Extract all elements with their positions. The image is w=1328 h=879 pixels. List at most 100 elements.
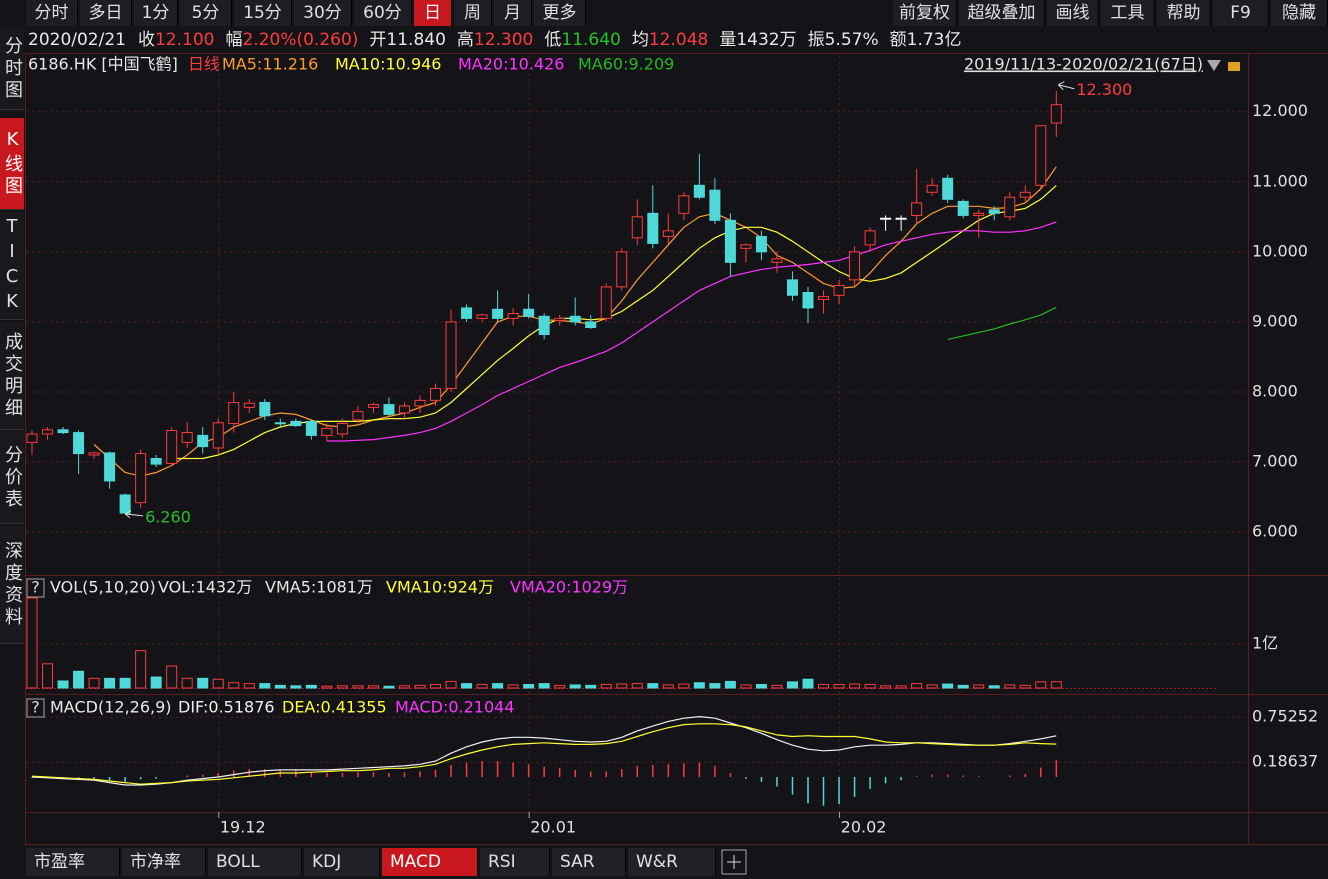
volume-bar xyxy=(1050,681,1062,689)
y-tick-label: 8.000 xyxy=(1252,381,1298,400)
side-tab[interactable]: 分时图 xyxy=(0,28,24,110)
candle-body xyxy=(321,427,333,436)
period-tab[interactable]: 15分 xyxy=(234,0,292,26)
period-tab[interactable]: 月 xyxy=(494,0,532,26)
indicator-tab[interactable]: RSI xyxy=(480,848,550,876)
quote-value: 2.20%(0.260) xyxy=(242,30,359,50)
legend-entry: VOL:1432万 xyxy=(158,578,252,597)
quote-value: 11.840 xyxy=(386,30,446,50)
chart-subtitle: 日线 xyxy=(188,55,220,74)
candle-body xyxy=(880,217,892,220)
candle-body xyxy=(523,308,535,317)
candle-body xyxy=(135,453,147,504)
candle-body xyxy=(461,307,473,319)
x-tick-label: 19.12 xyxy=(220,818,266,837)
indicator-tab[interactable]: KDJ xyxy=(304,848,380,876)
volume-bar xyxy=(771,684,783,689)
period-tab[interactable]: 多日 xyxy=(80,0,132,26)
volume-bar xyxy=(274,684,286,689)
volume-bar xyxy=(430,683,442,689)
candle-body xyxy=(771,258,783,263)
side-tab[interactable]: 成交明细 xyxy=(0,322,24,430)
indicator-tab[interactable]: MACD xyxy=(382,848,478,876)
period-tab[interactable]: 日 xyxy=(414,0,452,26)
candle-body xyxy=(414,399,426,407)
y-tick-label: 12.000 xyxy=(1252,101,1308,120)
volume-bar xyxy=(1019,684,1031,689)
indicator-line xyxy=(171,185,1057,460)
side-tab[interactable]: K线图 xyxy=(0,118,24,210)
volume-bar xyxy=(367,685,379,689)
candle-body xyxy=(755,235,767,253)
indicator-tab[interactable]: SAR xyxy=(552,848,626,876)
candle-body xyxy=(988,209,1000,214)
volume-bar xyxy=(88,677,100,689)
tool-button[interactable]: 帮助 xyxy=(1157,0,1211,26)
indicator-line xyxy=(947,306,1057,340)
volume-bar xyxy=(42,663,54,689)
tool-button[interactable]: 隐藏 xyxy=(1271,0,1328,26)
candle-body xyxy=(1019,191,1031,198)
period-tab[interactable]: 1分 xyxy=(134,0,178,26)
volume-bar xyxy=(849,683,861,689)
candle-body xyxy=(864,230,876,246)
annotation-arrow xyxy=(1057,81,1075,91)
quote-value: 1432万 xyxy=(736,30,797,50)
volume-bar xyxy=(988,685,1000,689)
candle-body xyxy=(290,420,302,427)
quote-bar: 2020/02/21 收12.100 幅2.20%(0.260) 开11.840 高12… xyxy=(28,28,972,52)
legend-entry: MA10:10.946 xyxy=(335,55,441,74)
add-tab-button[interactable] xyxy=(721,849,747,875)
indicator-tab[interactable]: 市盈率 xyxy=(26,848,120,876)
side-tab[interactable]: 深度资料 xyxy=(0,526,24,644)
candle-body xyxy=(398,405,410,414)
volume-bar xyxy=(786,681,798,689)
indicator-line xyxy=(31,715,1057,786)
period-tab[interactable]: 分时 xyxy=(26,0,78,26)
volume-bar xyxy=(647,683,659,689)
period-tab[interactable]: 5分 xyxy=(180,0,232,26)
tool-button[interactable]: 工具 xyxy=(1101,0,1155,26)
candle-body xyxy=(569,315,581,323)
candle-body xyxy=(73,432,85,455)
lock-icon[interactable] xyxy=(1228,62,1240,71)
quote-label: 额 xyxy=(889,30,907,50)
indicator-tab[interactable]: W&R xyxy=(628,848,716,876)
period-tab[interactable]: 60分 xyxy=(354,0,412,26)
indicator-tab[interactable]: BOLL xyxy=(208,848,302,876)
candle-body xyxy=(647,212,659,244)
dropdown-icon[interactable] xyxy=(1207,60,1221,71)
side-tab[interactable]: TICK xyxy=(0,212,24,320)
period-tab[interactable]: 更多 xyxy=(534,0,586,26)
tool-button[interactable]: F9 xyxy=(1213,0,1269,26)
tool-button[interactable]: 前复权 xyxy=(893,0,957,26)
side-tab[interactable]: 分价表 xyxy=(0,432,24,524)
y-tick-label: 9.000 xyxy=(1252,311,1298,330)
quote-label: 高 xyxy=(456,30,474,50)
volume-bar xyxy=(507,684,519,689)
candle-body xyxy=(274,422,286,425)
tool-button[interactable]: 超级叠加 xyxy=(959,0,1045,26)
volume-bar xyxy=(243,683,255,689)
volume-bar xyxy=(926,684,938,689)
indicator-tab[interactable]: 市净率 xyxy=(122,848,206,876)
tool-button[interactable]: 画线 xyxy=(1047,0,1099,26)
period-tab[interactable]: 周 xyxy=(454,0,492,26)
volume-bar xyxy=(135,650,147,689)
candle-body xyxy=(554,317,566,322)
candle-body xyxy=(507,313,519,319)
candle-body xyxy=(849,251,861,281)
candle-body xyxy=(150,458,162,465)
period-tab[interactable]: 30分 xyxy=(294,0,352,26)
help-icon-box xyxy=(26,698,45,718)
y-tick-label: 11.000 xyxy=(1252,171,1308,190)
y-tick-label: 1亿 xyxy=(1252,634,1278,653)
volume-bar xyxy=(181,677,193,689)
candle-body xyxy=(833,284,845,296)
candle-body xyxy=(957,200,969,216)
legend-entry: VMA10:924万 xyxy=(386,578,494,597)
candle-body xyxy=(336,422,348,435)
legend-entry: VMA5:1081万 xyxy=(265,578,373,597)
volume-bar xyxy=(523,683,535,689)
volume-bar xyxy=(662,684,674,689)
